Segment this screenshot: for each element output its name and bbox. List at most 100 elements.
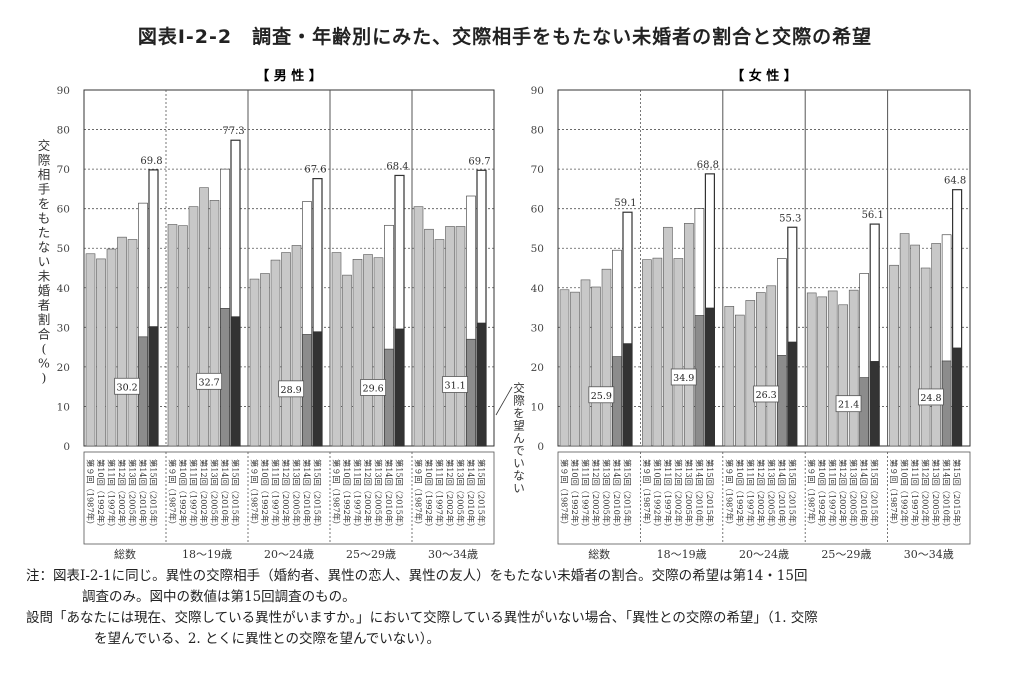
- female-category-label: 第10回（1992年）: [570, 459, 580, 531]
- female-inner-label: 34.9: [673, 373, 694, 384]
- male-inner-label: 30.2: [117, 382, 138, 393]
- male-group-label: 30～34歳: [428, 548, 478, 560]
- female-bar-g1-s4: [684, 223, 694, 447]
- male-category-label: 第11回（1997年）: [189, 459, 199, 531]
- male-category-label: 第14回（2010年）: [384, 459, 394, 531]
- female-category-label: 第11回（1997年）: [581, 459, 591, 531]
- female-ytick-label: 60: [531, 204, 544, 216]
- note-line-3: 設問「あなたには現在、交際している異性がいますか。」において交際している異性がい…: [26, 610, 818, 626]
- female-category-label: 第12回（2002年）: [673, 459, 683, 531]
- male-category-label: 第９回（1987年）: [250, 459, 260, 529]
- female-category-label: 第10回（1992年）: [735, 459, 745, 531]
- male-category-label: 第10回（1992年）: [424, 459, 434, 531]
- male-category-label: 第12回（2002年）: [199, 459, 209, 531]
- male-group-label: 25～29歳: [346, 548, 396, 560]
- male-bar-g4-s0: [413, 206, 424, 447]
- female-category-label: 第13回（2005年）: [849, 459, 859, 531]
- male-bar-g1-s0: [167, 224, 178, 447]
- male-category-label: 第12回（2002年）: [117, 459, 127, 531]
- male-bar-g3-s0: [331, 252, 342, 447]
- male-bar-g3-s4: [373, 257, 384, 447]
- male-category-label: 第９回（1987年）: [168, 459, 178, 529]
- female-category-label: 第13回（2005年）: [766, 459, 776, 531]
- male-bar-notwant-g0-s6: [148, 326, 159, 447]
- male-bar-g1-s3: [199, 187, 209, 447]
- male-category-frame: [83, 451, 495, 545]
- y-axis-label: 交際相手をもたない未婚者割合(%): [38, 138, 51, 385]
- female-group-label: 20～24歳: [739, 548, 789, 560]
- female-ytick-label: 30: [531, 322, 544, 334]
- female-bar-g0-s3: [591, 286, 601, 447]
- female-inner-label: 26.3: [756, 390, 777, 401]
- male-category-label: 第15回（2015年）: [477, 459, 487, 531]
- female-group-label: 25～29歳: [821, 548, 871, 560]
- male-bar-g2-s2: [270, 259, 281, 447]
- female-top-label: 55.3: [779, 213, 801, 224]
- notes-block: 注：図表Ⅰ-2-1に同じ。異性の交際相手（婚約者、異性の恋人、異性の友人）をもた…: [26, 566, 996, 650]
- chart-title: 図表Ⅰ-2-2 調査・年齢別にみた、交際相手をもたない未婚者の割合と交際の希望: [137, 26, 873, 48]
- male-category-label: 第12回（2002年）: [281, 459, 291, 531]
- male-category-label: 第11回（1997年）: [435, 459, 445, 531]
- female-bar-g2-s2: [745, 300, 756, 447]
- male-bar-g3-s3: [363, 254, 373, 447]
- female-top-label: 59.1: [614, 198, 636, 209]
- male-category-label: 第14回（2010年）: [302, 459, 312, 531]
- female-category-label: 第12回（2002年）: [921, 459, 931, 531]
- female-bar-g0-s0: [559, 289, 570, 447]
- male-top-label: 68.4: [386, 161, 408, 172]
- male-bar-g2-s3: [281, 252, 291, 447]
- female-bar-notwant-g4-s6: [952, 347, 962, 447]
- male-bar-g4-s2: [434, 239, 445, 447]
- female-category-label: 第12回（2002年）: [838, 459, 848, 531]
- male-bar-g3-s2: [352, 258, 363, 447]
- female-group-label: 18～19歳: [657, 548, 707, 560]
- female-top-label: 68.8: [697, 160, 719, 171]
- female-bar-g3-s1: [817, 296, 828, 447]
- female-ytick-label: 70: [531, 164, 544, 176]
- female-bar-g4-s4: [931, 243, 941, 447]
- female-category-label: 第10回（1992年）: [652, 459, 662, 531]
- male-ytick-label: 40: [57, 283, 70, 295]
- male-ytick-label: 80: [57, 125, 70, 137]
- female-bar-g2-s0: [724, 306, 735, 447]
- female-bar-g3-s0: [806, 292, 817, 447]
- male-bar-notwant-g3-s5: [384, 348, 394, 447]
- male-category-label: 第12回（2002年）: [363, 459, 373, 531]
- male-top-label: 77.3: [222, 126, 244, 137]
- male-ytick-label: 20: [57, 362, 70, 374]
- male-category-label: 第９回（1987年）: [86, 459, 96, 529]
- male-category-label: 第13回（2005年）: [374, 459, 384, 531]
- female-bar-g1-s3: [673, 258, 684, 447]
- male-inner-label-box: [360, 379, 387, 396]
- female-category-label: 第14回（2010年）: [777, 459, 787, 531]
- male-category-label: 第15回（2015年）: [231, 459, 241, 531]
- female-category-label: 第11回（1997年）: [745, 459, 755, 531]
- female-inner-label: 21.4: [838, 400, 859, 411]
- female-category-frame: [557, 451, 971, 545]
- male-bar-g2-s1: [260, 273, 270, 447]
- male-bar-notwant-g2-s6: [312, 331, 323, 447]
- female-bar-g2-s4: [766, 285, 777, 447]
- female-category-label: 第13回（2005年）: [684, 459, 694, 531]
- female-bar-notwant-g3-s6: [869, 361, 880, 447]
- female-inner-label: 24.8: [920, 393, 941, 404]
- male-ytick-label: 60: [57, 204, 70, 216]
- annotation-leader: [495, 386, 513, 416]
- male-top-label: 69.8: [140, 156, 162, 167]
- male-category-label: 第13回（2005年）: [128, 459, 138, 531]
- female-inner-label-box: [588, 386, 615, 404]
- female-category-label: 第12回（2002年）: [591, 459, 601, 531]
- female-category-label: 第13回（2005年）: [931, 459, 941, 531]
- male-category-label: 第14回（2010年）: [138, 459, 148, 531]
- female-bar-g2-s1: [734, 314, 745, 447]
- male-group-label: 18～19歳: [182, 548, 232, 560]
- male-bar-g3-s1: [342, 274, 352, 447]
- female-bar-g4-s1: [899, 233, 910, 447]
- male-category-label: 第11回（1997年）: [107, 459, 117, 531]
- note-line-4: を望んでいる、2. とくに異性との交際を望んでいない）。: [94, 631, 441, 647]
- female-bar-g0-s2: [580, 279, 591, 447]
- female-ytick-label: 80: [531, 125, 544, 137]
- male-bar-g0-s0: [85, 253, 96, 447]
- female-category-label: 第15回（2015年）: [705, 459, 715, 531]
- male-ytick-label: 10: [57, 401, 70, 413]
